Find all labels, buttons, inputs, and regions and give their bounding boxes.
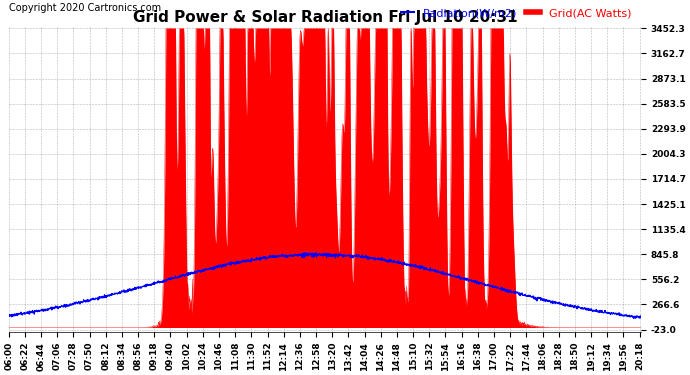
Legend: Radiation(W/m2), Grid(AC Watts): Radiation(W/m2), Grid(AC Watts)	[397, 4, 635, 22]
Title: Grid Power & Solar Radiation Fri Jul 10 20:31: Grid Power & Solar Radiation Fri Jul 10 …	[132, 9, 518, 24]
Text: Copyright 2020 Cartronics.com: Copyright 2020 Cartronics.com	[9, 3, 161, 13]
